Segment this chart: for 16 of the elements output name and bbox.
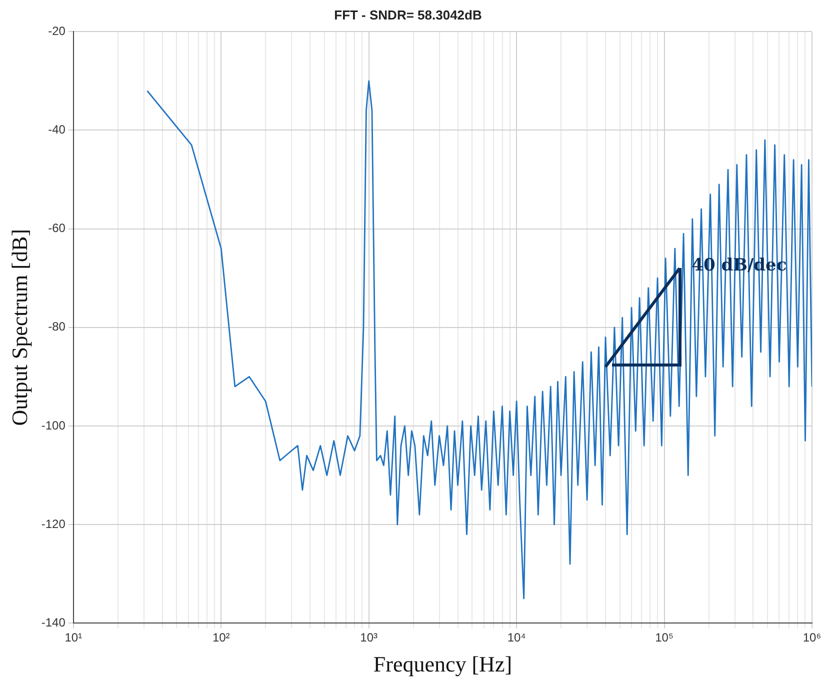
y-tick-label: -80 <box>48 320 66 334</box>
y-tick-label: -20 <box>48 24 66 38</box>
y-tick-label: -100 <box>41 418 66 432</box>
x-tick-label: 10⁵ <box>655 630 674 645</box>
x-tick-label: 10⁴ <box>507 630 526 645</box>
x-tick-label: 10² <box>212 630 230 645</box>
y-tick-label: -60 <box>48 221 66 236</box>
y-axis-title: Output Spectrum [dB] <box>6 229 32 426</box>
chart-title: FFT - SNDR= 58.3042dB <box>334 7 482 22</box>
x-tick-label: 10¹ <box>64 630 82 645</box>
y-tick-label: -40 <box>48 122 66 137</box>
x-tick-label: 10⁶ <box>802 630 822 645</box>
y-tick-label: -140 <box>41 616 66 630</box>
x-tick-label: 10³ <box>360 630 378 645</box>
y-tick-label: -120 <box>41 516 66 531</box>
x-axis-title: Frequency [Hz] <box>373 652 512 677</box>
